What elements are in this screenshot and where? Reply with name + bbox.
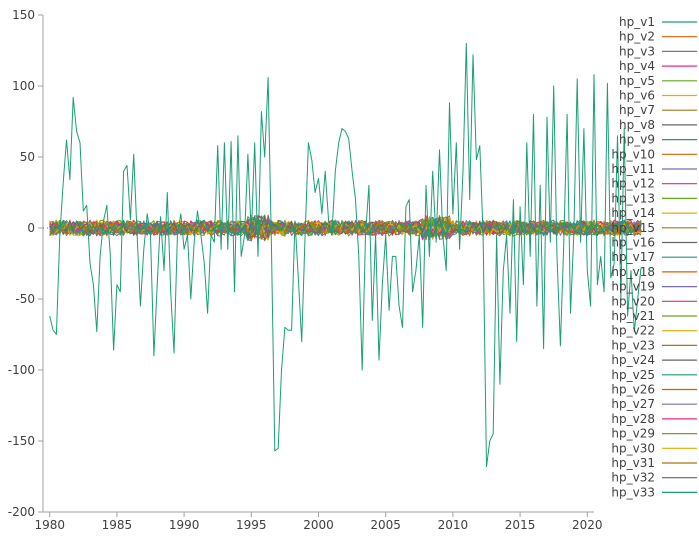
x-tick-label: 2015 xyxy=(505,518,536,532)
legend-label-hp_v15: hp_v15 xyxy=(611,221,655,235)
legend-label-hp_v13: hp_v13 xyxy=(611,191,655,205)
series-line-hp_v17 xyxy=(49,42,642,468)
y-tick-label: -200 xyxy=(8,505,35,519)
y-tick-label: -100 xyxy=(8,363,35,377)
x-tick-label: 1990 xyxy=(169,518,200,532)
legend-label-hp_v23: hp_v23 xyxy=(611,338,655,352)
legend-label-hp_v26: hp_v26 xyxy=(611,383,655,397)
x-tick-label: 2010 xyxy=(438,518,469,532)
legend-label-hp_v7: hp_v7 xyxy=(619,103,655,117)
legend-label-hp_v17: hp_v17 xyxy=(611,250,655,264)
legend-label-hp_v27: hp_v27 xyxy=(611,397,655,411)
series-line-hp_v32 xyxy=(49,216,642,239)
x-tick-label: 2005 xyxy=(370,518,401,532)
legend-label-hp_v21: hp_v21 xyxy=(611,309,655,323)
legend-label-hp_v9: hp_v9 xyxy=(619,133,655,147)
legend-label-hp_v16: hp_v16 xyxy=(611,236,655,250)
legend-label-hp_v18: hp_v18 xyxy=(611,265,655,279)
y-tick-label: 100 xyxy=(12,79,35,93)
legend-label-hp_v31: hp_v31 xyxy=(611,456,655,470)
y-tick-label: 150 xyxy=(12,8,35,22)
legend-label-hp_v33: hp_v33 xyxy=(611,485,655,499)
legend-label-hp_v24: hp_v24 xyxy=(611,353,655,367)
legend-label-hp_v12: hp_v12 xyxy=(611,177,655,191)
legend-label-hp_v28: hp_v28 xyxy=(611,412,655,426)
legend-label-hp_v19: hp_v19 xyxy=(611,280,655,294)
legend-label-hp_v5: hp_v5 xyxy=(619,74,655,88)
legend-label-hp_v8: hp_v8 xyxy=(619,118,655,132)
y-tick-label: 50 xyxy=(20,150,35,164)
legend-label-hp_v25: hp_v25 xyxy=(611,368,655,382)
series-line-hp_v31 xyxy=(49,216,642,237)
legend-label-hp_v1: hp_v1 xyxy=(619,15,655,29)
legend-label-hp_v32: hp_v32 xyxy=(611,471,655,485)
legend-label-hp_v11: hp_v11 xyxy=(611,162,655,176)
y-tick-label: -150 xyxy=(8,434,35,448)
x-tick-label: 1995 xyxy=(236,518,267,532)
legend-label-hp_v3: hp_v3 xyxy=(619,44,655,58)
y-tick-label: -50 xyxy=(15,292,35,306)
x-tick-label: 2000 xyxy=(303,518,334,532)
series-line-hp_v33 xyxy=(49,215,642,241)
legend-label-hp_v4: hp_v4 xyxy=(619,59,655,73)
legend-label-hp_v29: hp_v29 xyxy=(611,427,655,441)
y-tick-label: 0 xyxy=(27,221,35,235)
legend-label-hp_v10: hp_v10 xyxy=(611,147,655,161)
x-tick-label: 2020 xyxy=(572,518,603,532)
legend: hp_v1hp_v2hp_v3hp_v4hp_v5hp_v6hp_v7hp_v8… xyxy=(611,15,697,499)
legend-label-hp_v14: hp_v14 xyxy=(611,206,655,220)
legend-label-hp_v30: hp_v30 xyxy=(611,441,655,455)
legend-label-hp_v2: hp_v2 xyxy=(619,30,655,44)
x-tick-label: 1985 xyxy=(102,518,133,532)
series-layer xyxy=(49,42,642,468)
x-tick-label: 1980 xyxy=(34,518,65,532)
legend-label-hp_v20: hp_v20 xyxy=(611,294,655,308)
legend-label-hp_v6: hp_v6 xyxy=(619,89,655,103)
legend-label-hp_v22: hp_v22 xyxy=(611,324,655,338)
